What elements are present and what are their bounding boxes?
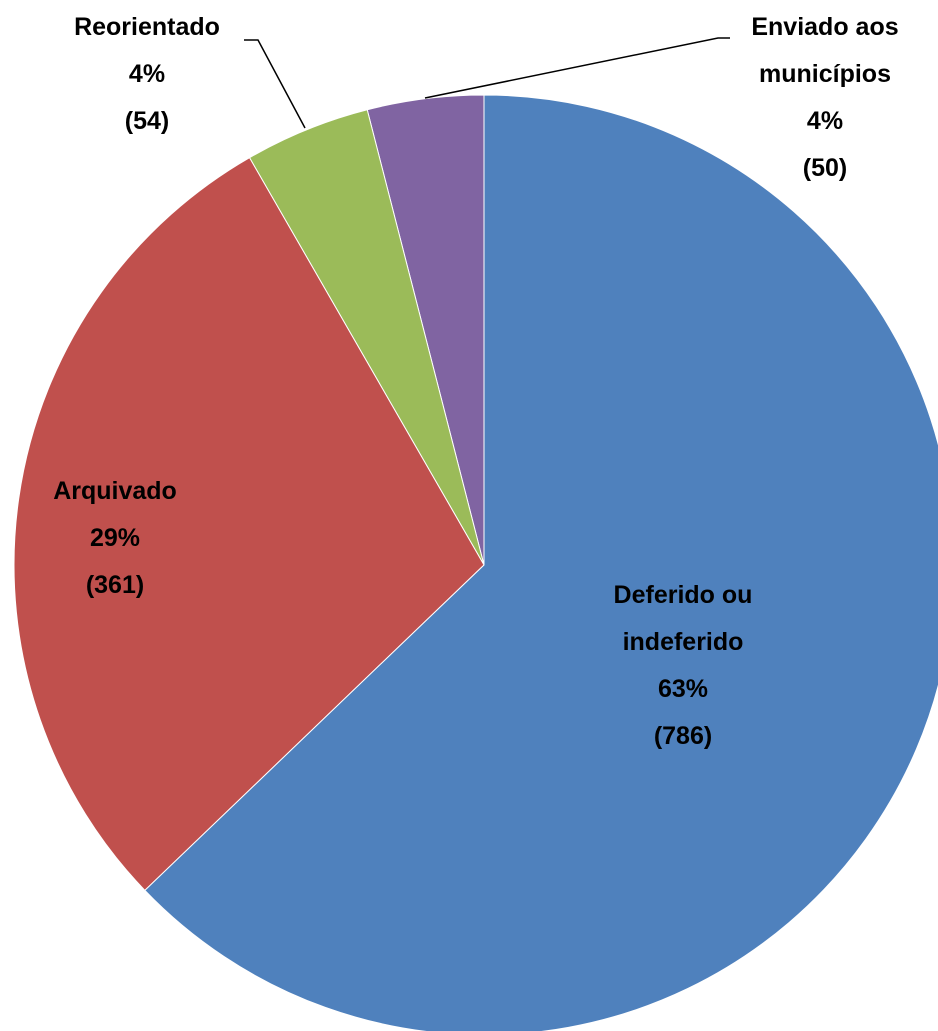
pie-slice (13, 156, 485, 892)
slice-label: Deferido ou indeferido 63% (786) (578, 572, 788, 760)
value-label: (54) (124, 107, 170, 135)
category-label: Reorientado (74, 13, 220, 41)
category-label: Arquivado (53, 477, 177, 505)
percent-label: 63% (657, 675, 709, 703)
percent-label: 4% (128, 60, 166, 88)
slice-label: Arquivado 29% (361) (15, 468, 215, 609)
value-label: (361) (85, 571, 145, 599)
category-label: Deferido ou indeferido (613, 581, 753, 656)
slice-label: Enviado aos municípios 4% (50) (725, 4, 925, 192)
leader-line (244, 39, 306, 129)
percent-label: 29% (89, 524, 141, 552)
slice-label: Reorientado 4% (54) (37, 4, 257, 145)
percent-label: 4% (806, 107, 844, 135)
pie-slice (144, 94, 938, 1031)
category-label: Enviado aos municípios (751, 13, 899, 88)
leader-line (424, 37, 730, 99)
value-label: (50) (802, 154, 848, 182)
value-label: (786) (653, 722, 713, 750)
